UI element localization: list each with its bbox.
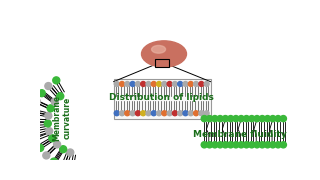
- Circle shape: [141, 82, 146, 86]
- Circle shape: [53, 141, 60, 148]
- Circle shape: [167, 111, 172, 116]
- Circle shape: [201, 142, 207, 148]
- Circle shape: [130, 82, 135, 86]
- Circle shape: [222, 116, 228, 122]
- Circle shape: [275, 142, 281, 148]
- Circle shape: [206, 142, 213, 148]
- Circle shape: [45, 112, 52, 119]
- Circle shape: [162, 111, 167, 116]
- Circle shape: [228, 116, 234, 122]
- Circle shape: [238, 116, 244, 122]
- Circle shape: [212, 142, 218, 148]
- Circle shape: [183, 82, 188, 86]
- Circle shape: [162, 82, 167, 86]
- Circle shape: [47, 105, 54, 112]
- Circle shape: [151, 111, 156, 116]
- Circle shape: [37, 145, 44, 151]
- Circle shape: [59, 163, 66, 170]
- Circle shape: [135, 82, 140, 86]
- Circle shape: [38, 90, 45, 97]
- Circle shape: [204, 111, 209, 116]
- Circle shape: [222, 142, 228, 148]
- Circle shape: [114, 82, 119, 86]
- Circle shape: [43, 152, 50, 159]
- Ellipse shape: [141, 41, 187, 67]
- Circle shape: [167, 82, 172, 86]
- Circle shape: [243, 142, 250, 148]
- Circle shape: [280, 116, 286, 122]
- Circle shape: [243, 116, 250, 122]
- Circle shape: [45, 83, 52, 89]
- Circle shape: [125, 111, 130, 116]
- Text: Distribution of lipids: Distribution of lipids: [109, 93, 214, 102]
- Circle shape: [120, 111, 124, 116]
- Circle shape: [275, 116, 281, 122]
- Circle shape: [233, 116, 239, 122]
- Circle shape: [212, 116, 218, 122]
- Circle shape: [53, 77, 60, 84]
- Circle shape: [135, 111, 140, 116]
- Circle shape: [114, 111, 119, 116]
- Circle shape: [120, 82, 124, 86]
- Circle shape: [201, 116, 207, 122]
- Circle shape: [270, 142, 276, 148]
- Circle shape: [249, 116, 255, 122]
- Circle shape: [29, 117, 36, 124]
- Circle shape: [156, 82, 162, 86]
- Circle shape: [249, 142, 255, 148]
- Circle shape: [146, 82, 151, 86]
- Circle shape: [32, 136, 39, 143]
- Circle shape: [178, 82, 183, 86]
- Circle shape: [44, 120, 51, 127]
- Bar: [155, 59, 169, 67]
- Circle shape: [238, 142, 244, 148]
- Circle shape: [46, 128, 53, 135]
- Circle shape: [199, 82, 204, 86]
- Circle shape: [57, 93, 64, 100]
- Circle shape: [156, 111, 162, 116]
- Circle shape: [280, 142, 286, 148]
- Circle shape: [188, 111, 193, 116]
- Circle shape: [67, 149, 74, 156]
- Circle shape: [217, 116, 223, 122]
- Circle shape: [183, 111, 188, 116]
- Circle shape: [51, 98, 58, 105]
- Circle shape: [172, 82, 177, 86]
- Circle shape: [259, 142, 265, 148]
- Circle shape: [264, 142, 271, 148]
- Circle shape: [259, 116, 265, 122]
- Bar: [114, 79, 211, 119]
- Circle shape: [194, 82, 198, 86]
- Circle shape: [68, 165, 76, 172]
- Circle shape: [172, 111, 177, 116]
- Circle shape: [178, 111, 183, 116]
- Circle shape: [217, 142, 223, 148]
- Circle shape: [199, 111, 204, 116]
- Ellipse shape: [152, 46, 165, 53]
- Circle shape: [228, 142, 234, 148]
- Circle shape: [254, 116, 260, 122]
- Text: Membrane fluidity: Membrane fluidity: [193, 130, 287, 139]
- Circle shape: [270, 116, 276, 122]
- Circle shape: [206, 116, 213, 122]
- Text: Membrane
curvature: Membrane curvature: [52, 95, 71, 141]
- Circle shape: [130, 111, 135, 116]
- Circle shape: [30, 107, 37, 114]
- Circle shape: [254, 142, 260, 148]
- Circle shape: [233, 142, 239, 148]
- Circle shape: [49, 135, 56, 142]
- Circle shape: [29, 127, 36, 133]
- Circle shape: [188, 82, 193, 86]
- Circle shape: [264, 116, 271, 122]
- Circle shape: [146, 111, 151, 116]
- Circle shape: [141, 111, 146, 116]
- Circle shape: [33, 98, 40, 105]
- Circle shape: [204, 82, 209, 86]
- Circle shape: [60, 146, 67, 153]
- Circle shape: [125, 82, 130, 86]
- Circle shape: [194, 111, 198, 116]
- Circle shape: [151, 82, 156, 86]
- Circle shape: [51, 158, 57, 165]
